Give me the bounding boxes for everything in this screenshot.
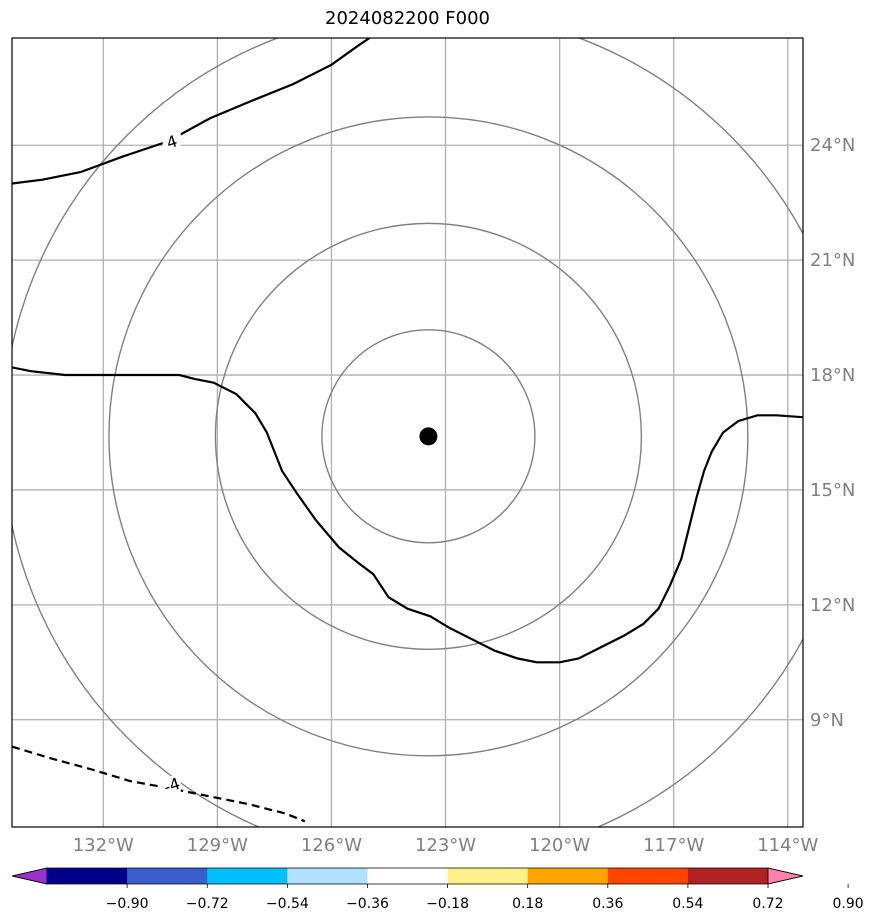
- longitude-tick-label: 123°W: [415, 835, 476, 856]
- map-background: [12, 38, 803, 827]
- colorbar-segment: [367, 868, 449, 884]
- colorbar-outline: [11, 867, 804, 885]
- colorbar-tick-label: −0.54: [266, 896, 309, 912]
- colorbar-segment: [47, 868, 128, 884]
- longitude-tick-label: 129°W: [187, 835, 248, 856]
- latitude-tick-label: 21°N: [810, 250, 855, 271]
- colorbar-tick-label: 0.54: [672, 896, 703, 912]
- colorbar-segment: [527, 868, 609, 884]
- solid-contour-line: [12, 38, 371, 185]
- latitude-tick-label: 12°N: [810, 595, 855, 616]
- colorbar-tick-label: −0.18: [426, 896, 469, 912]
- colorbar-segment: [127, 868, 208, 884]
- dashed-contour-line: [12, 745, 306, 823]
- latitude-tick-label: 24°N: [810, 135, 855, 156]
- colorbar-tick-label: 0.36: [592, 896, 623, 912]
- latitude-tick-label: 15°N: [810, 480, 855, 501]
- range-rings: [12, 38, 803, 827]
- colorbar-segment: [447, 868, 529, 884]
- longitude-tick-label: 114°W: [757, 835, 818, 856]
- colorbar-tick-label: 0.18: [512, 896, 543, 912]
- colorbar-extend-high: [767, 867, 804, 885]
- colorbar-labels: −0.90 −0.72 −0.54 −0.36 −0.18 0.18 0.36 0.54 0.7…: [106, 884, 864, 912]
- longitude-tick-label: 126°W: [301, 835, 362, 856]
- colorbar-extend-low: [11, 867, 48, 885]
- storm-center-marker: [419, 427, 438, 446]
- map-title: 2024082200 F000: [325, 8, 490, 29]
- colorbar-segment: [687, 868, 769, 884]
- colorbar-tick-label: 0.90: [833, 896, 864, 912]
- colorbar-segment: [207, 868, 288, 884]
- colorbar-segment: [607, 868, 689, 884]
- range-ring: [321, 329, 536, 544]
- colorbar-tick-label: −0.36: [346, 896, 389, 912]
- latitude-labels: 9°N 12°N 15°N 18°N 21°N 24°N: [810, 135, 855, 731]
- latitude-tick-label: 9°N: [810, 710, 844, 731]
- solid-contour-line: [12, 366, 803, 664]
- colorbar-tick-label: 0.72: [752, 896, 783, 912]
- colorbar: [11, 867, 804, 885]
- longitude-tick-label: 117°W: [643, 835, 704, 856]
- latitude-tick-label: 18°N: [810, 365, 855, 386]
- colorbar-segment: [287, 868, 368, 884]
- range-ring: [214, 222, 643, 650]
- contour-label: -4: [161, 774, 182, 797]
- longitude-tick-label: 132°W: [73, 835, 134, 856]
- longitude-labels: 132°W 129°W 126°W 123°W 120°W 117°W 114°W: [73, 835, 819, 856]
- colorbar-tick-label: −0.90: [106, 896, 149, 912]
- contour-label-mask: [162, 775, 181, 794]
- range-ring: [108, 116, 749, 757]
- contour-lines: 4-4: [12, 38, 803, 823]
- contour-label-mask: [162, 132, 181, 151]
- graticule: [12, 38, 803, 827]
- longitude-tick-label: 120°W: [529, 835, 590, 856]
- center-marker-layer: [419, 427, 438, 446]
- colorbar-tick-label: −0.72: [186, 896, 229, 912]
- map-frame: [11, 37, 804, 828]
